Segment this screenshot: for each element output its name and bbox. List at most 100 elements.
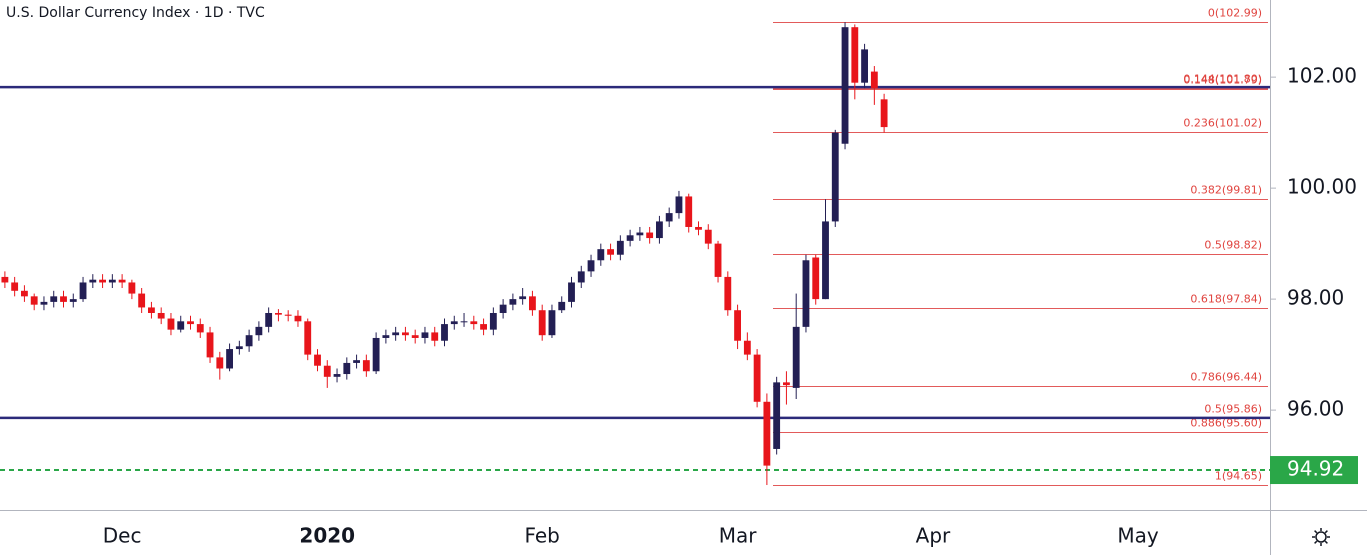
settings-icon[interactable]: [1312, 528, 1330, 546]
candle-body: [314, 354, 321, 366]
candle-body: [187, 321, 194, 325]
fib-label: 0.5(98.82): [1204, 239, 1262, 252]
x-tick-label: Feb: [524, 524, 559, 548]
x-tick-label: 2020: [299, 524, 355, 548]
candle-body: [626, 235, 634, 241]
candle-body: [60, 296, 67, 302]
candle-body: [529, 296, 536, 311]
candle-body: [880, 99, 888, 128]
candle-body: [695, 226, 702, 230]
x-tick-label: May: [1117, 524, 1159, 548]
grid-layer: 0(102.99) 0.144(101.80)0.148(101.79) 0.236…: [0, 7, 1270, 486]
candle-body: [704, 229, 712, 244]
candle-body: [568, 282, 575, 302]
candle-body: [1, 276, 9, 283]
candle-body: [607, 249, 614, 255]
candle-body: [714, 243, 722, 277]
candle-body: [284, 314, 292, 316]
x-tick-label: Apr: [916, 524, 951, 548]
candle-body: [333, 374, 341, 377]
chart-title: U.S. Dollar Currency Index · 1D · TVC: [6, 5, 265, 21]
candle-body: [30, 296, 38, 305]
y-tick-label: 102.00: [1287, 64, 1357, 88]
candle-body: [402, 332, 409, 336]
candle-body: [235, 346, 243, 350]
candle-body: [509, 299, 517, 305]
y-tick-label: 96.00: [1287, 397, 1344, 421]
candle-body: [841, 27, 849, 144]
fib-label: 0.786(96.44): [1190, 371, 1262, 384]
candle-body: [519, 296, 527, 300]
fib-label: 0.382(99.81): [1190, 184, 1262, 197]
candle-body: [245, 335, 253, 347]
x-tick-label: Mar: [719, 524, 758, 548]
candle-body: [587, 260, 595, 272]
candle-body: [450, 321, 458, 325]
candle-body: [763, 401, 771, 466]
candle-body: [372, 337, 380, 372]
fib-label: 0.886(95.60): [1190, 417, 1262, 430]
price-label-box: [1270, 456, 1358, 485]
fib-label: 0.236(101.02): [1183, 117, 1262, 130]
candle-body: [616, 240, 624, 255]
candle-body: [421, 332, 429, 338]
candle-body: [558, 301, 566, 311]
candle-body: [323, 365, 331, 377]
candle-body: [812, 257, 820, 300]
candle-body: [538, 310, 546, 336]
candle-body: [138, 293, 146, 308]
candle-body: [577, 271, 585, 283]
candle-body: [646, 232, 654, 239]
candle-body: [783, 382, 790, 386]
fib-label: 0.148(101.79): [1183, 74, 1262, 87]
candle-body: [50, 296, 58, 302]
fib-label: 0(102.99): [1208, 7, 1262, 20]
candle-body: [743, 340, 751, 355]
candle-body: [548, 310, 556, 336]
candle-body: [99, 279, 106, 283]
candle-body: [177, 321, 185, 330]
candle-body: [851, 27, 859, 83]
candle-body: [294, 315, 302, 322]
candle-body: [470, 321, 478, 325]
candle-body: [69, 299, 77, 302]
candle-body: [40, 301, 48, 305]
y-tick-label: 98.00: [1287, 286, 1344, 310]
x-tick-label: Dec: [103, 524, 142, 548]
candle-body: [118, 279, 126, 283]
candle-body: [773, 382, 781, 449]
candle-body: [392, 332, 400, 336]
plot-layer: [1, 22, 888, 486]
candle-body: [353, 360, 360, 363]
candle-body: [206, 332, 214, 358]
candle-body: [870, 71, 878, 89]
candle-body: [304, 321, 312, 355]
candle-body: [460, 321, 468, 323]
candle-body: [79, 282, 87, 300]
candle-body: [431, 332, 439, 341]
y-tick-label: 100.00: [1287, 175, 1357, 199]
candle-body: [226, 349, 233, 369]
fib-label: 1(94.65): [1215, 470, 1262, 483]
price-label: 94.92: [1287, 457, 1344, 481]
candle-body: [489, 312, 497, 330]
candle-body: [724, 276, 732, 311]
candle-body: [382, 335, 390, 338]
candle-body: [411, 335, 419, 338]
fib-label: 0.618(97.84): [1190, 293, 1262, 306]
candle-body: [89, 279, 97, 283]
candle-body: [636, 232, 644, 236]
candle-body: [11, 282, 19, 291]
candle-body: [255, 326, 263, 336]
candle-body: [148, 307, 155, 313]
candle-body: [441, 324, 448, 341]
candle-body: [157, 312, 165, 319]
candle-body: [128, 282, 136, 294]
settings-icon-ring: [1315, 531, 1327, 543]
candle-body: [861, 49, 868, 83]
candle-body: [196, 324, 204, 333]
candle-body: [753, 354, 761, 402]
candle-body: [597, 249, 605, 261]
